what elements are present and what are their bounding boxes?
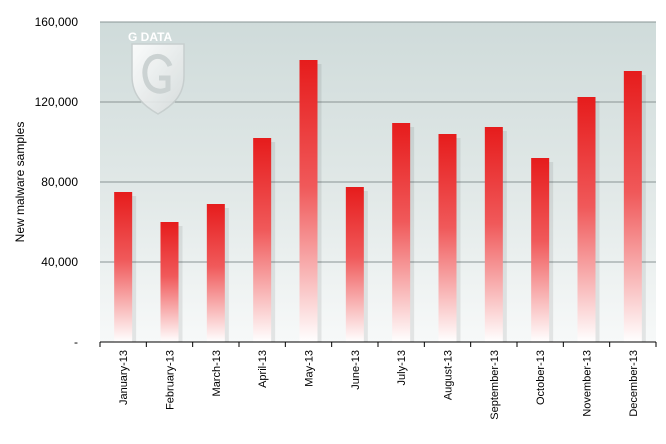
y-tick-label: 80,000 [41,175,78,189]
x-tick-label: June-13 [350,350,362,390]
x-tick-label: November-13 [582,350,594,417]
x-tick-labels: January-13 February-13 March-13 April-13 May… [118,350,640,420]
bar-July-13 [392,123,411,342]
bar-September-13 [484,127,503,342]
logo-text: G DATA [128,30,173,44]
bar-December-13 [623,71,642,342]
bar-April-13 [253,138,272,342]
x-ticks [99,342,657,347]
bar-August-13 [438,134,457,342]
x-tick-label: July-13 [396,350,408,385]
y-tick-label: 40,000 [41,255,78,269]
x-tick-label: March-13 [211,350,223,396]
bar-January-13 [114,192,133,342]
bars [114,60,646,342]
bar-May-13 [299,60,318,342]
x-tick-label: October-13 [535,350,547,405]
x-tick-label: September-13 [489,350,501,420]
grid-lines [100,21,656,263]
y-tick-label: 160,000 [35,15,79,29]
x-tick-label: May-13 [304,350,316,387]
g-letter-icon [142,53,173,94]
g-data-logo: G DATA [128,30,185,115]
y-tick-labels: - 40,000 80,000 120,000 160,000 [35,15,79,349]
x-tick-label: April-13 [257,350,269,388]
bar-November-13 [577,97,596,342]
bar-March-13 [206,204,225,342]
bar-June-13 [345,187,364,342]
bar-February-13 [160,222,179,342]
y-tick-label: - [74,335,78,349]
x-tick-label: December-13 [628,350,640,417]
g-data-shield-logo [131,43,185,115]
y-tick-label: 120,000 [35,95,79,109]
bar-October-13 [531,158,550,342]
x-tick-label: August-13 [443,350,455,400]
x-tick-label: January-13 [118,350,130,405]
y-axis-title: New malware samples [13,122,27,243]
x-tick-label: February-13 [165,350,177,410]
